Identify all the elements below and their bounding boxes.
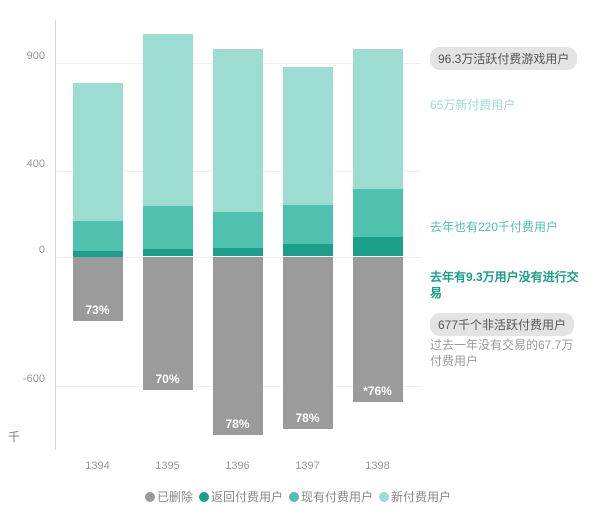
bar-segment-new bbox=[353, 49, 403, 189]
legend-label: 已删除 bbox=[157, 488, 193, 505]
x-tick-label: 1397 bbox=[295, 460, 319, 472]
bar-segment-existing bbox=[143, 206, 193, 249]
bar-segment-returned bbox=[353, 237, 403, 257]
bar-segment-deleted bbox=[143, 257, 193, 390]
bar-segment-returned bbox=[213, 248, 263, 257]
annotation-returned-users: 去年有9.3万用户没有进行交易 bbox=[430, 269, 585, 301]
bar-percent-label: 73% bbox=[85, 303, 109, 317]
legend-swatch bbox=[379, 492, 389, 502]
x-tick-label: 1398 bbox=[365, 460, 389, 472]
x-tick-label: 1396 bbox=[225, 460, 249, 472]
bar-segment-existing bbox=[73, 221, 123, 251]
y-tick-label: 400 bbox=[0, 158, 45, 170]
y-axis-unit-label: 千 bbox=[8, 428, 20, 445]
bar-segment-deleted bbox=[353, 257, 403, 403]
bar-segment-returned bbox=[283, 244, 333, 257]
y-tick-label: 0 bbox=[0, 244, 45, 256]
bar-segment-new bbox=[73, 83, 123, 221]
y-tick-label: -600 bbox=[0, 373, 45, 385]
bar-percent-label: 78% bbox=[225, 417, 249, 431]
bar-segment-existing bbox=[213, 212, 263, 247]
bar-percent-label: 70% bbox=[155, 372, 179, 386]
bar-segment-new bbox=[143, 34, 193, 206]
legend-item: 已删除 bbox=[145, 488, 193, 505]
stacked-bar-chart: -600 0 400 900 73% 70% 78% 78% *76% 1394 1395 139… bbox=[0, 0, 596, 520]
bar-segment-existing bbox=[283, 205, 333, 244]
bar-segment-deleted bbox=[283, 257, 333, 429]
legend-label: 新付费用户 bbox=[391, 488, 451, 505]
x-tick-label: 1394 bbox=[85, 460, 109, 472]
legend-item: 新付费用户 bbox=[379, 488, 451, 505]
legend-swatch bbox=[145, 492, 155, 502]
bar-segment-returned bbox=[143, 249, 193, 257]
annotation-existing-users: 去年也有220千付费用户 bbox=[430, 219, 558, 235]
annotation-inactive-users-pill: 677千个非活跃付费用户 bbox=[430, 313, 574, 336]
legend-label: 现有付费用户 bbox=[301, 488, 373, 505]
bar-percent-label: *76% bbox=[363, 384, 392, 398]
legend-label: 返回付费用户 bbox=[211, 488, 283, 505]
annotation-active-users-pill: 96.3万活跃付费游戏用户 bbox=[430, 47, 577, 70]
legend-item: 返回付费用户 bbox=[199, 488, 283, 505]
bar-segment-existing bbox=[353, 189, 403, 236]
annotation-inactive-detail: 过去一年没有交易的67.7万付费用户 bbox=[430, 337, 585, 369]
y-tick-label: 900 bbox=[0, 50, 45, 62]
legend-swatch bbox=[289, 492, 299, 502]
bar-percent-label: 78% bbox=[295, 411, 319, 425]
x-tick-label: 1395 bbox=[155, 460, 179, 472]
bar-segment-new bbox=[283, 67, 333, 205]
legend-item: 现有付费用户 bbox=[289, 488, 373, 505]
legend: 已删除 返回付费用户 现有付费用户 新付费用户 bbox=[0, 488, 596, 505]
annotation-active-users-text: 96.3万活跃付费游戏用户 bbox=[438, 52, 569, 66]
bar-segment-deleted bbox=[213, 257, 263, 435]
bar-segment-new bbox=[213, 49, 263, 212]
annotation-new-users: 65万新付费用户 bbox=[430, 97, 515, 113]
legend-swatch bbox=[199, 492, 209, 502]
annotation-inactive-users-text: 677千个非活跃付费用户 bbox=[438, 318, 566, 332]
y-axis-line bbox=[55, 20, 56, 450]
